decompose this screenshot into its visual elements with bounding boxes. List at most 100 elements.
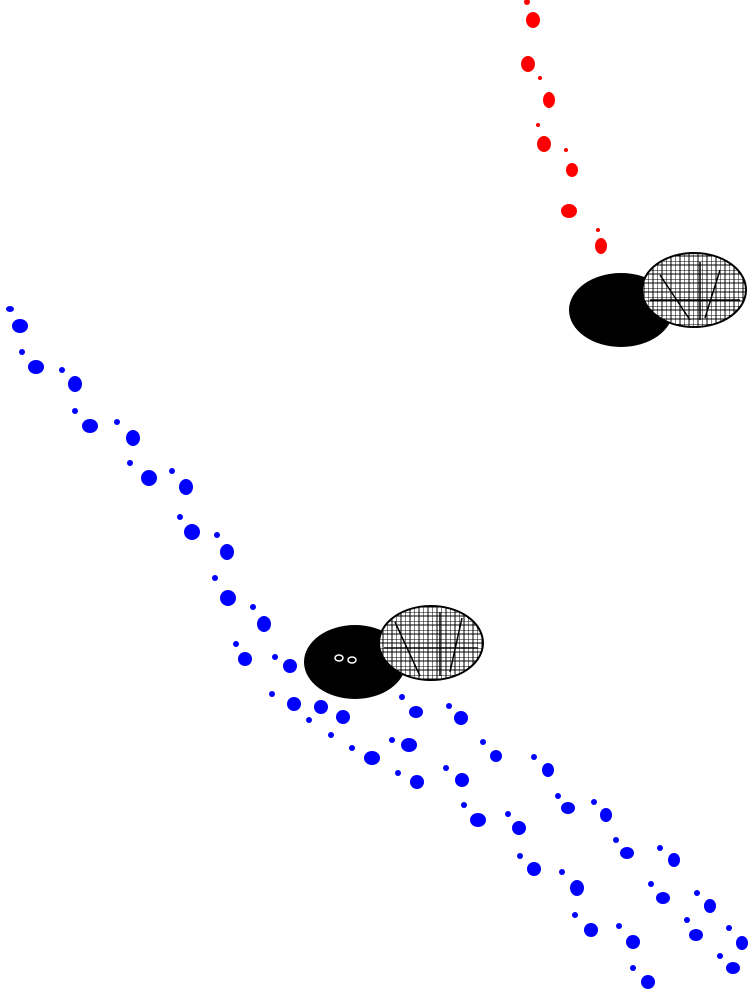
player-trail-footprint (82, 419, 98, 433)
player-trail-footprint (336, 710, 350, 724)
player-snail-eye-right (347, 656, 357, 664)
player-trail-footprint (626, 935, 640, 949)
player-trail-footprint (389, 737, 395, 743)
player-trail-footprint (306, 717, 312, 723)
player-trail-footprint (184, 524, 200, 540)
player-trail-footprint (616, 923, 622, 929)
player-trail-footprint (584, 923, 598, 937)
player-trail-footprint (591, 799, 597, 805)
player-trail-footprint (613, 837, 619, 843)
player-trail-footprint (214, 532, 220, 538)
player-trail-footprint (141, 470, 157, 486)
player-trail-footprint (401, 738, 417, 752)
opponent-trail-footprint (537, 136, 551, 152)
player-trail-footprint (694, 890, 700, 896)
player-trail-footprint (19, 349, 25, 355)
player-trail (6, 306, 748, 989)
opponent-trail-footprint (561, 204, 577, 218)
opponent-trail-footprint (543, 92, 555, 108)
opponent-trail-footprint (566, 163, 578, 177)
player-trail-footprint (656, 892, 670, 904)
opponent-snail-shell (641, 252, 747, 328)
player-trail-footprint (517, 853, 523, 859)
player-trail-footprint (114, 419, 120, 425)
player-trail-footprint (454, 711, 468, 725)
player-trail-footprint (12, 319, 28, 333)
player-trail-footprint (72, 408, 78, 414)
player-trail-footprint (446, 703, 452, 709)
player-trail-footprint (233, 641, 239, 647)
player-trail-footprint (238, 652, 252, 666)
player-trail-footprint (717, 953, 723, 959)
player-snail[interactable] (304, 605, 484, 699)
player-trail-footprint (169, 468, 175, 474)
opponent-snail[interactable] (569, 252, 747, 347)
player-trail-footprint (668, 853, 680, 867)
opponent-trail-footprint (526, 12, 540, 28)
player-trail-footprint (455, 773, 469, 787)
player-trail-footprint (126, 430, 140, 446)
player-trail-footprint (220, 544, 234, 560)
player-trail-footprint (572, 912, 578, 918)
opponent-trail-footprint (564, 148, 568, 152)
opponent-trail (521, 0, 607, 254)
player-trail-footprint (527, 862, 541, 876)
player-trail-footprint (505, 811, 511, 817)
player-trail-footprint (726, 925, 732, 931)
player-trail-footprint (704, 899, 716, 913)
player-trail-footprint (461, 802, 467, 808)
player-trail-footprint (212, 575, 218, 581)
opponent-trail-footprint (538, 76, 542, 80)
player-trail-footprint (269, 691, 275, 697)
opponent-trail-footprint (595, 238, 607, 254)
player-trail-footprint (512, 821, 526, 835)
player-trail-footprint (600, 808, 612, 822)
player-trail-footprint (220, 590, 236, 606)
player-trail-footprint (399, 694, 405, 700)
opponent-trail-footprint (521, 56, 535, 72)
player-trail-footprint (555, 793, 561, 799)
player-trail-footprint (542, 763, 554, 777)
player-trail-footprint (689, 929, 703, 941)
player-trail-footprint (559, 869, 565, 875)
opponent-trail-footprint (596, 228, 600, 232)
player-trail-footprint (283, 659, 297, 673)
player-trail-footprint (490, 750, 502, 762)
player-trail-footprint (314, 700, 328, 714)
player-trail-footprint (570, 880, 584, 896)
player-trail-footprint (28, 360, 44, 374)
player-trail-footprint (470, 813, 486, 827)
player-trail-footprint (177, 514, 183, 520)
player-trail-footprint (257, 616, 271, 632)
player-trail-footprint (328, 732, 334, 738)
player-trail-footprint (726, 962, 740, 974)
player-snail-shell (378, 605, 484, 681)
player-trail-footprint (630, 965, 636, 971)
player-trail-footprint (59, 367, 65, 373)
player-trail-footprint (620, 847, 634, 859)
player-trail-footprint (364, 751, 380, 765)
player-trail-footprint (250, 604, 256, 610)
player-trail-footprint (6, 306, 14, 312)
player-trail-footprint (561, 802, 575, 814)
opponent-trail-footprint (524, 0, 530, 5)
player-trail-footprint (409, 706, 423, 718)
opponent-trail-footprint (536, 123, 540, 127)
player-trail-footprint (648, 881, 654, 887)
player-trail-footprint (127, 460, 133, 466)
player-snail-eye-left (334, 654, 344, 662)
player-trail-footprint (68, 376, 82, 392)
player-trail-footprint (443, 765, 449, 771)
player-trail-footprint (480, 739, 486, 745)
player-trail-footprint (410, 775, 424, 789)
player-trail-footprint (395, 770, 401, 776)
player-trail-footprint (349, 745, 355, 751)
player-trail-footprint (657, 845, 663, 851)
player-trail-footprint (641, 975, 655, 989)
player-trail-footprint (287, 697, 301, 711)
player-trail-footprint (179, 479, 193, 495)
player-trail-footprint (736, 936, 748, 950)
player-trail-footprint (684, 917, 690, 923)
player-trail-footprint (531, 754, 537, 760)
